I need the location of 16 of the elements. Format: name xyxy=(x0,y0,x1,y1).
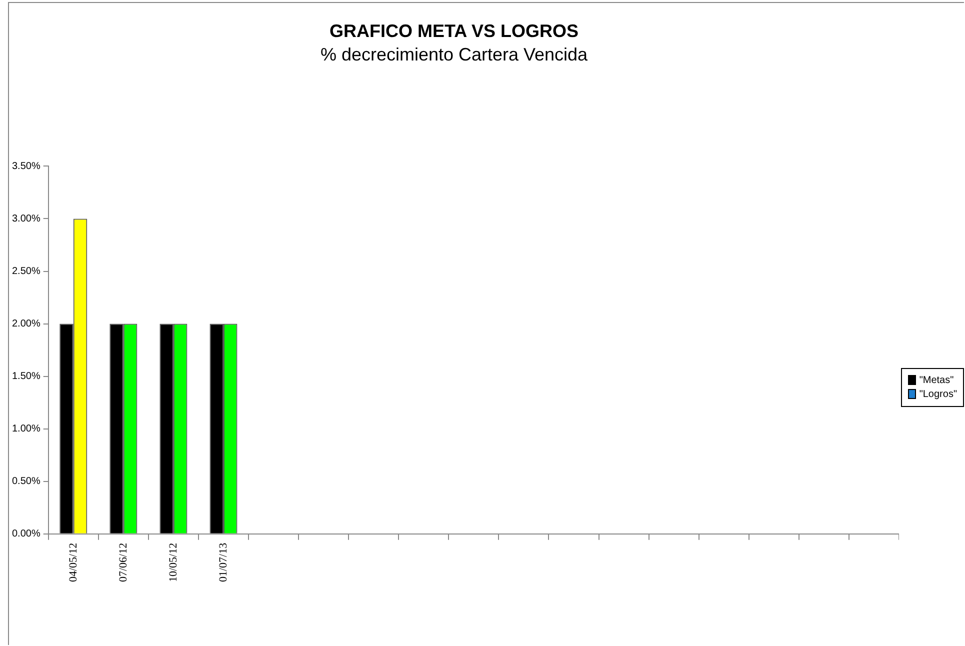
x-tick-label: 07/06/12 xyxy=(117,542,130,582)
y-tick-label: 2.00% xyxy=(12,318,40,330)
y-tick-label: 3.50% xyxy=(12,160,40,172)
y-tick-label: 1.00% xyxy=(12,424,40,435)
x-tick-label: 01/07/13 xyxy=(217,542,230,582)
legend-label: "Metas" xyxy=(919,375,954,386)
y-tick-label: 0.00% xyxy=(12,528,40,540)
y-tick-label: 1.50% xyxy=(12,371,40,382)
y-tick-label: 0.50% xyxy=(12,476,40,488)
x-tick-label: 04/05/12 xyxy=(67,542,80,582)
x-tick-label: 10/05/12 xyxy=(167,542,180,582)
chart-title: GRAFICO META VS LOGROS xyxy=(329,20,579,41)
y-tick-label: 2.50% xyxy=(12,266,40,278)
text: "Logros" xyxy=(919,389,957,400)
y-tick-label: 3.00% xyxy=(12,213,40,224)
chart-subtitle: % decrecimiento Cartera Vencida xyxy=(320,44,589,64)
